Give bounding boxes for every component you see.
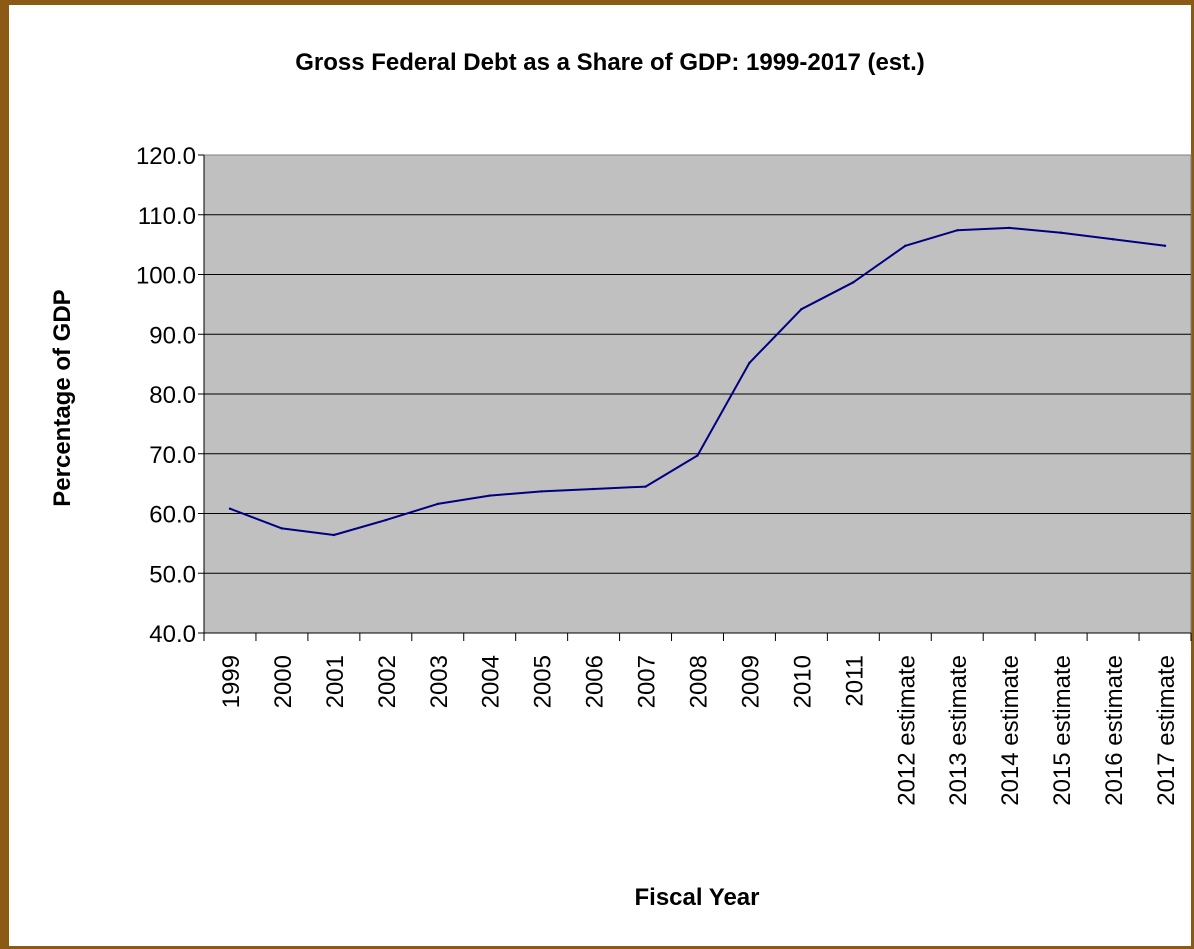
x-tick-label: 2011 <box>841 655 868 707</box>
y-tick-label: 100.0 <box>136 263 196 290</box>
x-tick-label: 2000 <box>270 655 297 708</box>
x-tick-label: 2012 estimate <box>893 655 920 806</box>
x-tick-label: 2002 <box>374 655 401 708</box>
x-tick-label: 2007 <box>634 655 661 708</box>
y-tick-label: 60.0 <box>149 502 196 529</box>
y-tick-label: 40.0 <box>149 621 196 648</box>
axes <box>198 154 1192 641</box>
data-point <box>332 533 336 537</box>
data-point <box>1007 226 1011 230</box>
x-tick-label: 2001 <box>322 655 349 708</box>
x-tick-label: 2010 <box>789 655 816 708</box>
x-tick-label: 2004 <box>478 655 505 708</box>
data-point <box>384 518 388 522</box>
x-tick-label: 2017 estimate <box>1153 655 1180 806</box>
data-point <box>540 490 543 493</box>
data-point <box>436 502 439 506</box>
x-tick-label: 1999 <box>218 655 245 708</box>
x-tick-label: 2009 <box>737 655 764 708</box>
x-axis-title: Fiscal Year <box>635 884 760 911</box>
x-tick-label: 2015 estimate <box>1049 655 1076 806</box>
x-tick-label: 2003 <box>426 655 453 708</box>
x-tick-label: 2016 estimate <box>1101 655 1128 806</box>
x-tick-labels: 1999 2000 2001 2002 2003 2004 2005 2006 2007 2008… <box>218 655 1180 806</box>
x-tick-label: 2014 estimate <box>997 655 1024 806</box>
data-point <box>228 507 232 510</box>
x-tick-label: 2005 <box>530 655 557 708</box>
y-axis-title: Percentage of GDP <box>49 289 76 506</box>
y-tick-label: 80.0 <box>149 382 196 409</box>
data-point <box>852 281 855 284</box>
data-point <box>748 361 751 365</box>
data-point <box>800 307 803 311</box>
y-tick-label: 110.0 <box>138 203 196 230</box>
x-tick-label: 2013 estimate <box>945 655 972 806</box>
y-tick-label: 70.0 <box>149 442 196 469</box>
data-point <box>488 494 491 497</box>
data-point <box>904 244 907 248</box>
y-tick-label: 120.0 <box>136 143 196 170</box>
y-tick-labels: 40.0 50.0 60.0 70.0 80.0 90.0 100.0 110.0 120.0 <box>136 143 196 648</box>
x-tick-label: 2006 <box>582 655 609 708</box>
data-point <box>1163 244 1167 248</box>
data-point <box>956 229 959 232</box>
x-tick-label: 2008 <box>686 655 713 708</box>
data-point <box>644 485 647 488</box>
chart-title: Gross Federal Debt as a Share of GDP: 19… <box>295 49 925 76</box>
series-layer <box>228 226 1167 537</box>
y-tick-label: 90.0 <box>149 322 196 349</box>
data-point <box>280 527 284 530</box>
data-point <box>1111 238 1115 241</box>
y-tick-label: 50.0 <box>149 561 196 588</box>
data-point <box>696 454 699 457</box>
data-point <box>1059 231 1063 234</box>
data-point <box>592 487 595 491</box>
